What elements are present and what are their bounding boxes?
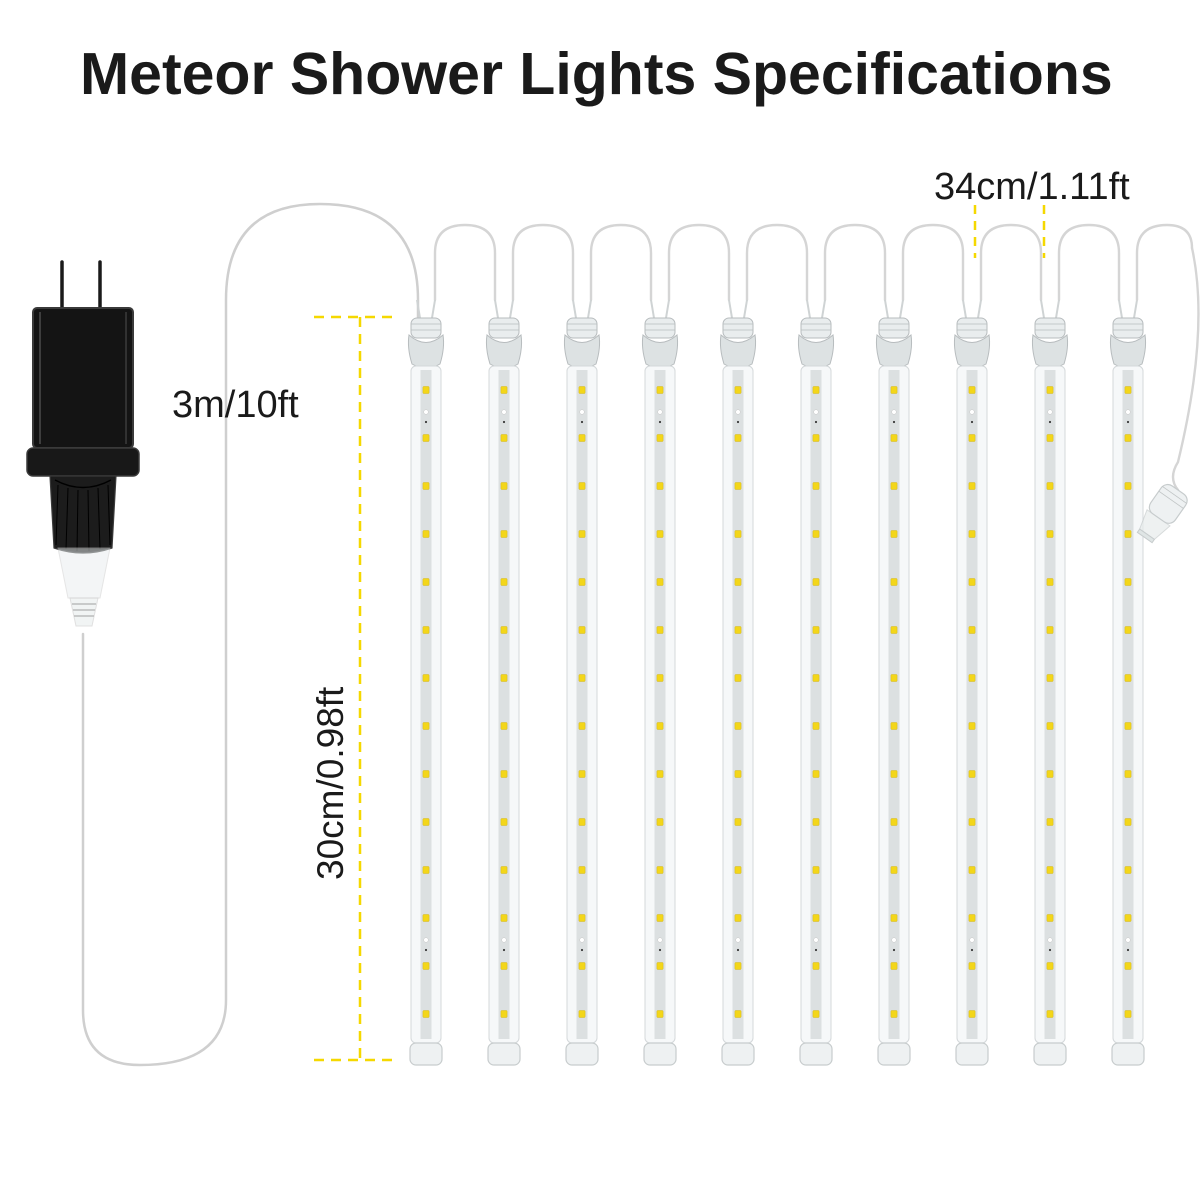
svg-text:3m/10ft: 3m/10ft bbox=[172, 384, 299, 426]
svg-text:30cm/0.98ft: 30cm/0.98ft bbox=[310, 686, 351, 880]
svg-text:34cm/1.11ft: 34cm/1.11ft bbox=[934, 166, 1130, 208]
